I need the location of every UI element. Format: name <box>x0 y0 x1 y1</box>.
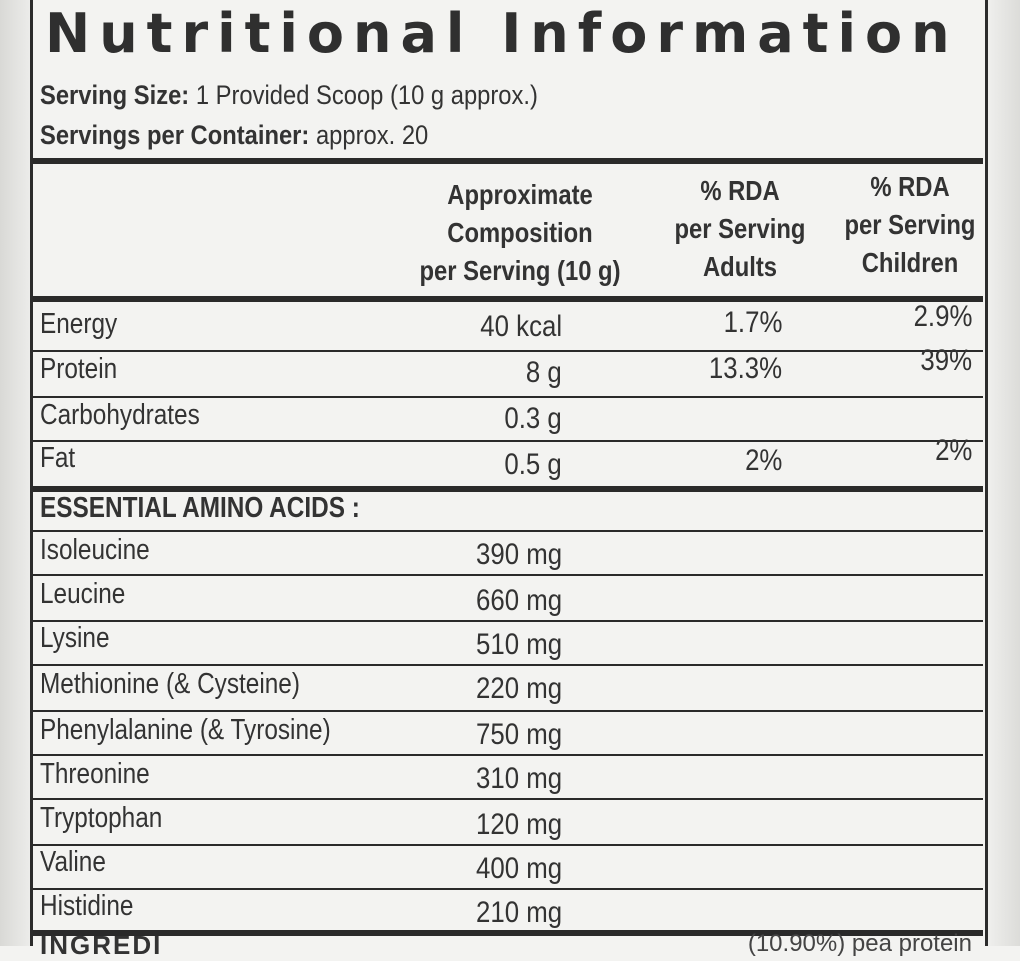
label-edge-right <box>988 0 1020 946</box>
amino-acids-heading: ESSENTIAL AMINO ACIDS : <box>40 492 360 524</box>
row-divider <box>33 888 983 890</box>
amino-label: Threonine <box>40 758 150 790</box>
macro-label: Fat <box>40 442 76 474</box>
row-divider <box>33 664 983 666</box>
macro-label: Energy <box>40 308 118 340</box>
header-rda-adults: % RDA per Serving Adults <box>674 175 806 282</box>
amino-label: Tryptophan <box>40 802 163 834</box>
header-rda-children: % RDA per Serving Children <box>844 171 976 278</box>
amino-amount: 220 mg <box>475 672 562 705</box>
amino-label: Histidine <box>40 890 134 922</box>
serving-size: Serving Size: 1 Provided Scoop (10 g app… <box>40 80 538 111</box>
serving-size-value: 1 Provided Scoop (10 g approx.) <box>195 80 538 110</box>
amino-amount: 210 mg <box>475 896 562 929</box>
macro-rda-children: 2.9% <box>913 300 972 333</box>
nutrition-panel <box>30 0 988 946</box>
macro-rda-adults: 2% <box>744 444 782 477</box>
amino-label: Valine <box>40 846 106 878</box>
amino-amount: 310 mg <box>475 762 562 795</box>
amino-label: Lysine <box>40 622 110 654</box>
amino-amount: 390 mg <box>475 538 562 571</box>
serving-size-label: Serving Size: <box>40 80 190 110</box>
macro-amount: 8 g <box>526 356 562 389</box>
amino-amount: 750 mg <box>475 718 562 751</box>
macro-label: Protein <box>40 353 118 385</box>
macro-rda-children: 2% <box>934 434 972 467</box>
macro-rda-adults: 1.7% <box>723 306 782 339</box>
amino-amount: 660 mg <box>475 584 562 617</box>
macro-rda-adults: 13.3% <box>708 352 782 385</box>
row-divider <box>33 798 983 800</box>
row-divider <box>33 530 983 532</box>
macro-amount: 0.3 g <box>504 402 562 435</box>
amino-label: Isoleucine <box>40 534 150 566</box>
divider <box>33 296 983 302</box>
macro-label: Carbohydrates <box>40 399 200 431</box>
row-divider <box>33 844 983 846</box>
amino-amount: 510 mg <box>475 628 562 661</box>
row-divider <box>33 440 983 442</box>
amino-amount: 400 mg <box>475 852 562 885</box>
macro-rda-children: 39% <box>920 344 972 377</box>
divider <box>33 158 983 164</box>
row-divider <box>33 350 983 352</box>
label-edge-left <box>0 0 30 946</box>
amino-label: Leucine <box>40 578 126 610</box>
macro-amount: 0.5 g <box>504 448 562 481</box>
row-divider <box>33 620 983 622</box>
macro-amount: 40 kcal <box>480 310 562 343</box>
page-title: Nutritional Information <box>45 2 959 65</box>
row-divider <box>33 754 983 756</box>
amino-label: Phenylalanine (& Tyrosine) <box>40 714 331 746</box>
row-divider <box>33 574 983 576</box>
ingredients-fragment: (10.90%) pea protein <box>747 930 972 957</box>
servings-per-container-label: Servings per Container: <box>40 120 310 150</box>
divider <box>33 486 983 492</box>
row-divider <box>33 710 983 712</box>
servings-per-container: Servings per Container: approx. 20 <box>40 120 428 151</box>
amino-amount: 120 mg <box>475 808 562 841</box>
divider <box>33 930 983 936</box>
servings-per-container-value: approx. 20 <box>315 120 429 150</box>
header-composition: Approximate Composition per Serving (10 … <box>419 179 621 286</box>
amino-label: Methionine (& Cysteine) <box>40 668 300 700</box>
row-divider <box>33 396 983 398</box>
